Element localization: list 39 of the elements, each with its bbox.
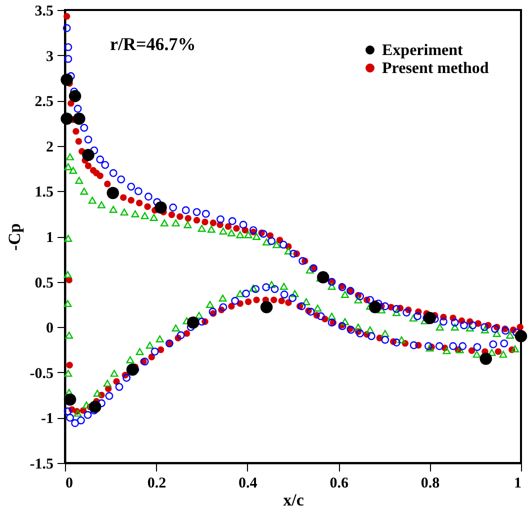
point — [73, 112, 86, 125]
point — [88, 400, 102, 413]
point — [68, 90, 82, 102]
y-tick-label: 3 — [46, 48, 54, 65]
point — [64, 393, 76, 406]
point — [60, 112, 73, 125]
y-tick-label: 0 — [46, 320, 54, 337]
legend-label: Present method — [382, 60, 489, 77]
legend-label: Experiment — [382, 42, 464, 59]
x-tick-label: 0 — [66, 476, 73, 492]
x-axis-title: x/c — [283, 490, 304, 508]
point — [480, 352, 492, 365]
y-axis-title: -Cp — [4, 223, 24, 251]
annotation: r/R=46.7% — [110, 34, 196, 54]
y-tick-label: 2.5 — [34, 94, 54, 110]
point — [82, 148, 94, 162]
point — [106, 186, 120, 200]
x-tick-label: 0.2 — [147, 476, 166, 492]
y-tick-label: -1 — [41, 411, 54, 428]
point — [260, 301, 273, 314]
y-tick-label: 0.5 — [34, 275, 54, 292]
y-tick-label: -1.5 — [30, 456, 54, 472]
point — [368, 301, 382, 314]
y-tick-label: 1 — [46, 230, 54, 246]
x-tick-label: 1 — [514, 476, 522, 492]
y-tick-label: 3.5 — [34, 4, 54, 20]
point — [316, 271, 330, 284]
x-tick-label: 0.4 — [238, 476, 258, 492]
point — [154, 201, 167, 214]
y-tick-label: 2 — [46, 139, 54, 156]
point — [514, 330, 528, 342]
point — [60, 74, 73, 86]
x-tick-label: 0.8 — [420, 476, 440, 492]
point — [187, 316, 200, 329]
y-tick-label: -0.5 — [30, 366, 54, 382]
x-tick-label: 0.6 — [330, 476, 349, 492]
point — [126, 364, 139, 376]
y-tick-label: 1.5 — [34, 184, 54, 201]
point — [424, 312, 436, 324]
